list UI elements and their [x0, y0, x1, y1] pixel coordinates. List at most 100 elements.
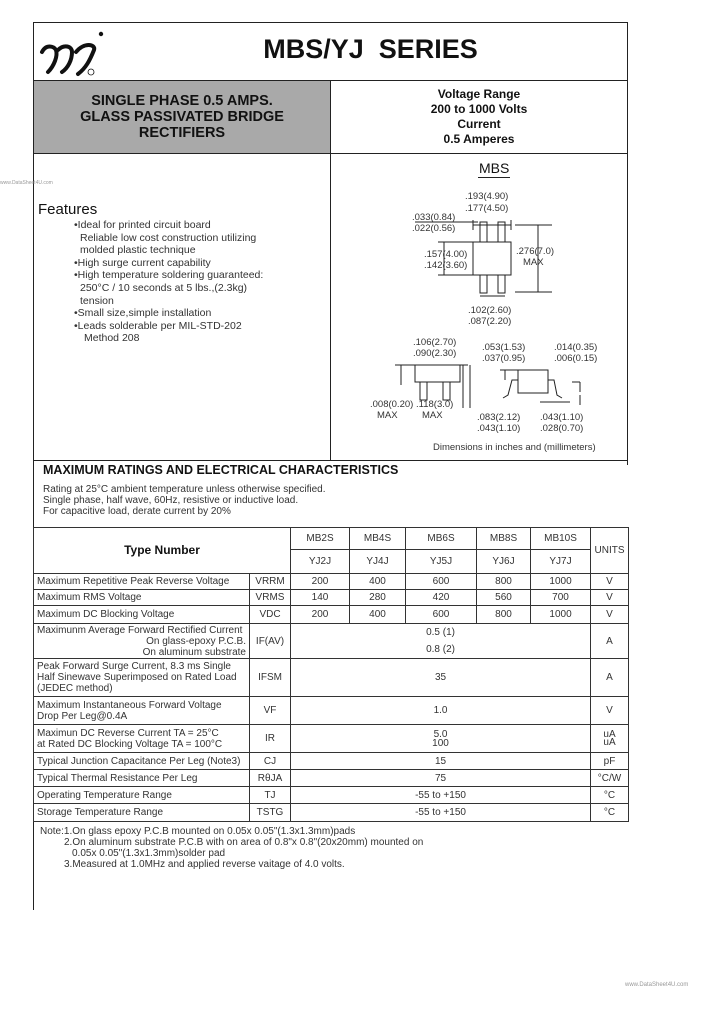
watermark: www.DataSheet4U.com	[0, 180, 53, 186]
unit-cell: V	[590, 696, 630, 725]
param-line: On glass-epoxy P.C.B.	[146, 635, 246, 647]
description-line: RECTIFIERS	[138, 125, 226, 141]
unit-cell: V	[590, 605, 630, 624]
package-dimension-drawing: .193(4.90) .177(4.50) .033(0.84) .022(0.…	[370, 191, 597, 453]
dim-label: .053(1.53)	[482, 342, 525, 353]
note-line: 2.On aluminum substrate P.C.B with on ar…	[64, 837, 424, 848]
table-row: Maximum RMS Voltage VRMS 140 280 420 560…	[33, 589, 630, 606]
value-line: 100	[432, 737, 449, 749]
note-line: 3.Measured at 1.0MHz and applied reverse…	[64, 859, 345, 870]
product-description: SINGLE PHASE 0.5 AMPS. GLASS PASSIVATED …	[34, 81, 330, 153]
dim-label: .014(0.35)	[554, 342, 597, 353]
feature-item: molded plastic technique	[80, 244, 196, 257]
dim-label: .118(3.0)	[416, 399, 453, 410]
table-row: Maximunm Average Forward Rectified Curre…	[33, 623, 630, 659]
value-cell: -55 to +150	[290, 803, 592, 822]
table-row: Maximum DC Blocking Voltage VDC 200 400 …	[33, 605, 630, 624]
symbol-cell: TJ	[248, 786, 292, 804]
table-row: Maximun DC Reverse Current TA = 25°C at …	[33, 724, 630, 753]
param-cell: Maximum RMS Voltage	[33, 589, 250, 606]
symbol-cell: IFSM	[248, 658, 292, 697]
value-cell: 420	[405, 589, 478, 606]
section-divider	[33, 460, 628, 461]
type-cell: MB6S	[405, 527, 478, 550]
param-line: On aluminum substrate	[142, 646, 246, 658]
value-cell: 1.0	[290, 696, 592, 725]
table-row: Peak Forward Surge Current, 8.3 ms Singl…	[33, 658, 630, 697]
dim-label: .043(1.10)	[477, 423, 520, 434]
type-cell: YJ6J	[476, 549, 532, 574]
dim-label: .022(0.56)	[412, 223, 455, 234]
param-line: Half Sinewave Superimposed on Rated Load	[37, 672, 237, 683]
condition-line: Single phase, half wave, 60Hz, resistive…	[43, 495, 299, 506]
value-cell: 400	[349, 573, 407, 590]
symbol-cell: IR	[248, 724, 292, 753]
table-header-row: Type Number MB2S MB4S MB6S MB8S MB10S UN…	[32, 527, 630, 574]
symbol-cell: VDC	[248, 605, 292, 624]
type-cell: YJ5J	[405, 549, 478, 574]
dim-label: .008(0.20)	[370, 399, 413, 410]
type-cell: YJ7J	[530, 549, 592, 574]
symbol-cell: VF	[248, 696, 292, 725]
condition-line: For capacitive load, derate current by 2…	[43, 506, 231, 517]
type-cell: MB4S	[349, 527, 407, 550]
frame-right	[627, 22, 628, 465]
param-line: (JEDEC method)	[37, 683, 113, 694]
unit-cell: V	[590, 573, 630, 590]
table-row: Maximum Instantaneous Forward Voltage Dr…	[33, 696, 630, 725]
unit-cell: V	[590, 589, 630, 606]
table-row: Typical Junction Capacitance Per Leg (No…	[33, 752, 630, 770]
dim-label: .142(3.60)	[424, 260, 467, 271]
watermark: www.DataSheet4U.com	[625, 982, 689, 988]
feature-item: •Small size,simple installation	[74, 307, 212, 320]
unit-cell: °C	[590, 786, 630, 804]
param-line: at Rated DC Blocking Voltage TA = 100°C	[37, 738, 223, 750]
dim-label: .043(1.10)	[540, 412, 583, 423]
dim-label: .033(0.84)	[412, 212, 455, 223]
feature-item: Reliable low cost construction utilizing	[80, 231, 257, 244]
page-title: MBS/YJ SERIES	[263, 34, 478, 64]
frame-left	[33, 22, 34, 910]
value-cell: 1000	[530, 605, 592, 624]
dimensions-note: Dimensions in inches and (millimeters)	[433, 442, 596, 453]
param-cell: Typical Junction Capacitance Per Leg (No…	[33, 752, 250, 770]
unit-cell: °C	[590, 803, 630, 822]
param-line: Maximun DC Reverse Current TA = 25°C	[37, 727, 219, 739]
symbol-cell: RθJA	[248, 769, 292, 787]
table-row: Operating Temperature Range TJ -55 to +1…	[33, 786, 630, 804]
param-cell: Operating Temperature Range	[33, 786, 250, 804]
param-cell: Typical Thermal Resistance Per Leg	[33, 769, 250, 787]
value-cell: 600	[405, 573, 478, 590]
param-cell: Maximum DC Blocking Voltage	[33, 605, 250, 624]
spec-line: Voltage Range	[437, 87, 521, 101]
ratings-table: Type Number MB2S MB4S MB6S MB8S MB10S UN…	[32, 527, 630, 822]
note-line: Note:1.On glass epoxy P.C.B mounted on 0…	[40, 826, 356, 837]
feature-item: •High surge current capability	[74, 256, 211, 269]
feature-item: Method 208	[84, 332, 140, 345]
type-number-header: Type Number	[32, 527, 292, 574]
features-heading: Features	[38, 201, 98, 218]
param-line: Maximunm Average Forward Rectified Curre…	[37, 624, 243, 636]
param-cell: Maximunm Average Forward Rectified Curre…	[33, 623, 250, 659]
description-line: SINGLE PHASE 0.5 AMPS.	[91, 93, 273, 109]
symbol-cell: VRRM	[248, 573, 292, 590]
unit-cell: pF	[590, 752, 630, 770]
table-row: Typical Thermal Resistance Per Leg RθJA …	[33, 769, 630, 787]
value-line: 5.0	[433, 728, 448, 740]
product-specs: Voltage Range 200 to 1000 Volts Current …	[331, 81, 627, 153]
units-header: UNITS	[590, 527, 630, 574]
value-cell: 800	[476, 605, 532, 624]
value-line: 0.8 (2)	[426, 644, 455, 655]
type-cell: MB2S	[290, 527, 351, 550]
feature-item: 250°C / 10 seconds at 5 lbs.,(2.3kg)	[80, 281, 248, 294]
frame-top	[33, 22, 628, 23]
dim-label: MAX	[422, 410, 443, 421]
param-cell: Maximum Instantaneous Forward Voltage Dr…	[33, 696, 250, 725]
value-cell: 700	[530, 589, 592, 606]
company-logo	[38, 30, 108, 78]
value-cell: 200	[290, 605, 351, 624]
feature-item: •Ideal for printed circuit board	[74, 219, 211, 231]
type-cell: YJ4J	[349, 549, 407, 574]
value-cell: 0.5 (1) 0.8 (2)	[290, 623, 592, 659]
notes: Note:1.On glass epoxy P.C.B mounted on 0…	[40, 826, 423, 870]
